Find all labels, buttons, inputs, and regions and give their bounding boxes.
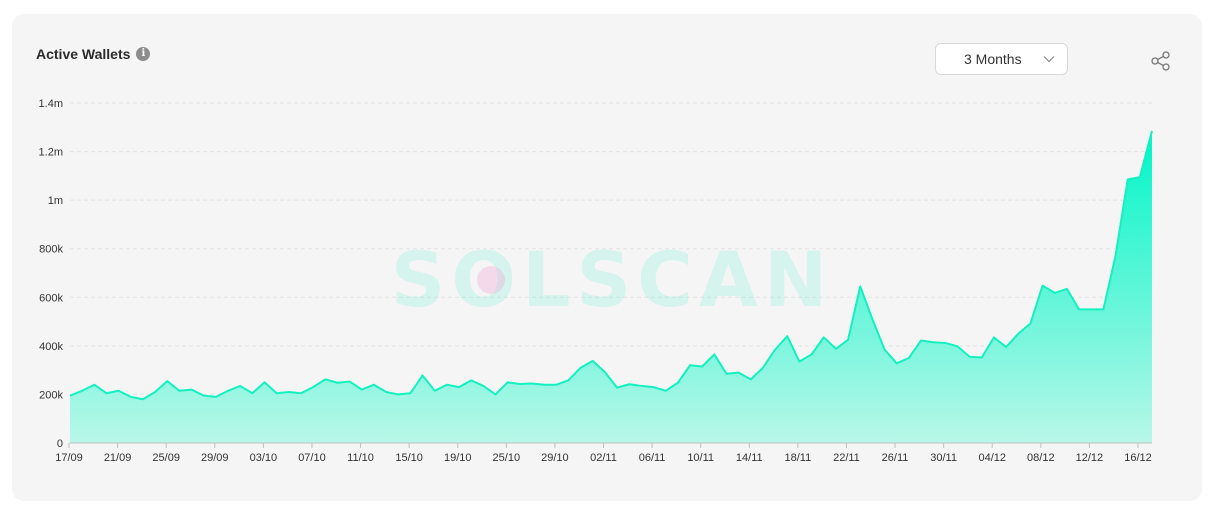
x-tick-label: 04/12 [978,452,1006,464]
x-tick-label: 19/10 [444,452,472,464]
time-range-select[interactable]: 3 Months [935,43,1068,75]
series-line [69,130,1153,401]
chart-header: Active Wallets i [36,46,151,62]
y-tick-label: 800k [39,244,63,256]
x-tick-label: 26/11 [882,452,909,464]
x-tick-label: 18/11 [785,452,812,464]
y-axis: 0 200k 400k 600k 800k 1m 1.2m 1.4m [39,98,64,450]
x-tick-label: 30/11 [930,452,957,464]
watermark-text: SOLSCAN [391,235,834,324]
x-tick-label: 08/12 [1027,452,1055,464]
x-tick-label: 17/09 [55,452,83,464]
x-tick-label: 15/10 [395,452,423,464]
x-tick-label: 14/11 [736,452,763,464]
x-tick-label: 29/09 [201,452,229,464]
y-tick-label: 0 [57,438,63,450]
chart-title: Active Wallets [36,46,131,62]
y-tick-label: 400k [39,341,63,353]
chevron-down-icon [1043,56,1055,63]
watermark-logo-dot [477,266,505,294]
watermark: SOLSCAN [391,235,834,324]
x-tick-label: 07/10 [298,452,326,464]
x-tick-label: 22/11 [833,452,860,464]
y-tick-label: 200k [39,389,63,401]
x-tick-label: 21/09 [104,452,132,464]
time-range-value: 3 Months [964,51,1022,67]
info-icon[interactable]: i [136,47,151,61]
x-tick-label: 12/12 [1076,452,1104,464]
x-tick-label: 03/10 [250,452,278,464]
x-tick-label: 25/09 [152,452,180,464]
share-icon[interactable] [1150,50,1172,72]
x-axis: 17/09 21/09 25/09 29/09 03/10 07/10 11/10 15/10… [55,442,1152,464]
x-tick-label: 29/10 [541,452,569,464]
x-tick-label: 06/11 [639,452,666,464]
series-active-wallets [69,130,1153,443]
y-tick-label: 1m [48,195,63,207]
y-tick-label: 1.2m [39,147,63,159]
x-tick-label: 16/12 [1124,452,1152,464]
x-tick-label: 02/11 [590,452,617,464]
x-tick-label: 25/10 [493,452,521,464]
y-tick-label: 600k [39,292,63,304]
x-tick-label: 10/11 [687,452,714,464]
area-fill [70,130,1152,443]
y-tick-label: 1.4m [39,98,63,110]
x-tick-label: 11/10 [347,452,374,464]
